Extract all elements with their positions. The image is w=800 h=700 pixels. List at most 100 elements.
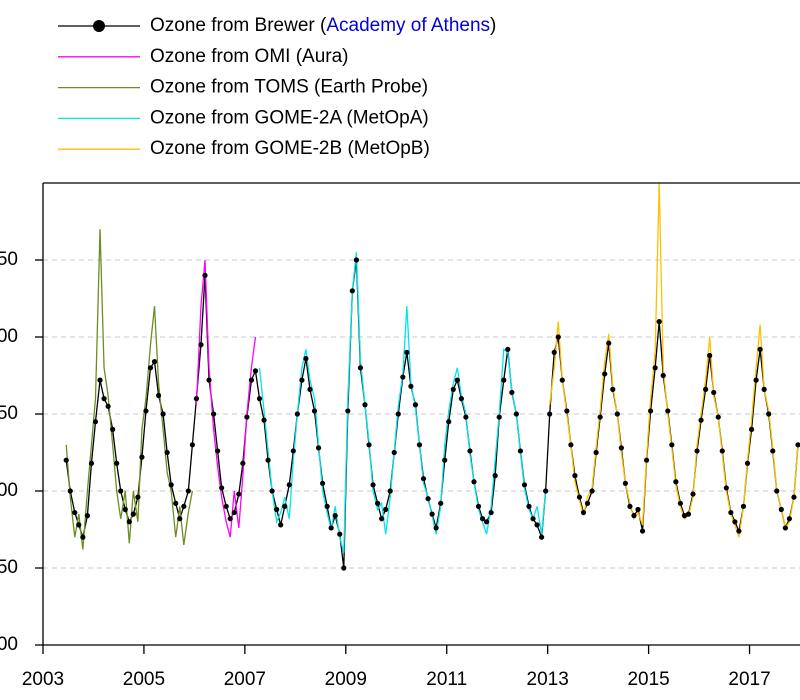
data-point [337,531,343,537]
data-point [509,389,515,396]
data-point [660,372,666,379]
data-point [341,565,347,571]
data-point [580,509,587,516]
data-point [198,342,204,348]
x-tick-label: 2005 [123,669,165,690]
data-point [521,482,528,488]
data-point [791,494,797,500]
data-point [631,513,637,519]
legend-marker [93,20,105,32]
data-point [656,319,662,325]
data-point [450,386,456,392]
data-point [374,500,381,506]
data-point [496,414,502,420]
data-point [135,494,141,500]
data-point [324,503,330,509]
data-point [593,449,599,456]
data-point [185,488,191,494]
data-point [551,349,557,355]
data-point [766,411,772,417]
x-tick-label: 2011 [426,669,467,690]
data-point [505,346,511,352]
data-point [290,448,296,454]
data-point [744,460,751,466]
data-point [265,457,271,463]
data-point [786,516,793,522]
data-point [568,442,574,448]
data-point [357,365,364,371]
data-point [349,288,355,294]
data-point [458,396,464,402]
plot-area [43,182,800,646]
data-point [231,509,237,516]
x-tick-label: 2013 [527,669,569,690]
data-point [92,419,99,425]
x-tick-label: 2003 [22,669,64,690]
x-tick-label: 2015 [627,669,669,690]
data-point [404,349,410,355]
data-point [362,402,368,408]
data-point [379,516,385,522]
y-tick-label: 300 [0,480,18,501]
legend-label-part: Ozone from Brewer ( [150,15,327,36]
data-point [286,482,292,488]
data-point [467,448,473,454]
data-point [715,414,721,420]
data-point [433,525,439,531]
data-point [501,377,507,383]
data-point [425,496,431,502]
data-point [282,503,288,509]
data-point [543,488,549,494]
data-point [400,374,406,380]
data-point [63,457,69,463]
data-point [328,525,334,531]
data-point [240,460,246,466]
data-point [391,449,397,456]
data-point [299,377,305,383]
data-point [736,528,742,534]
data-point [555,334,561,340]
data-point [151,359,158,365]
data-point [643,457,650,463]
data-point [757,346,763,352]
data-point [610,386,616,392]
satellite-line [195,259,257,538]
data-point [488,509,494,516]
data-point [72,509,78,516]
data-point [118,488,124,494]
data-point [181,503,187,509]
data-point [130,511,136,517]
data-point [534,522,540,528]
data-point [177,516,183,522]
data-point [164,449,170,456]
data-point [274,506,280,513]
data-point [215,448,221,454]
data-point [219,485,225,491]
data-point [67,488,73,494]
data-point [774,488,780,494]
data-point [547,411,553,417]
data-point [252,368,259,374]
data-point [602,371,608,377]
data-point [256,396,263,402]
data-point [97,377,103,383]
data-point [526,503,532,509]
data-point [778,506,784,513]
data-point [345,408,351,414]
satellite-line [258,252,547,553]
legend-label-part: ) [490,15,496,36]
data-point [84,513,91,519]
data-point [122,506,128,513]
data-point [408,383,414,389]
data-point [438,500,444,506]
data-point [160,411,166,417]
data-point [622,480,628,486]
data-point [223,503,229,509]
data-point [471,479,477,485]
data-point [761,386,767,392]
x-tick-label: 2017 [728,669,770,690]
data-point [307,386,313,392]
data-point [698,417,704,423]
data-point [210,411,217,417]
legend-label: Ozone from GOME-2B (MetOpB) [150,138,430,159]
